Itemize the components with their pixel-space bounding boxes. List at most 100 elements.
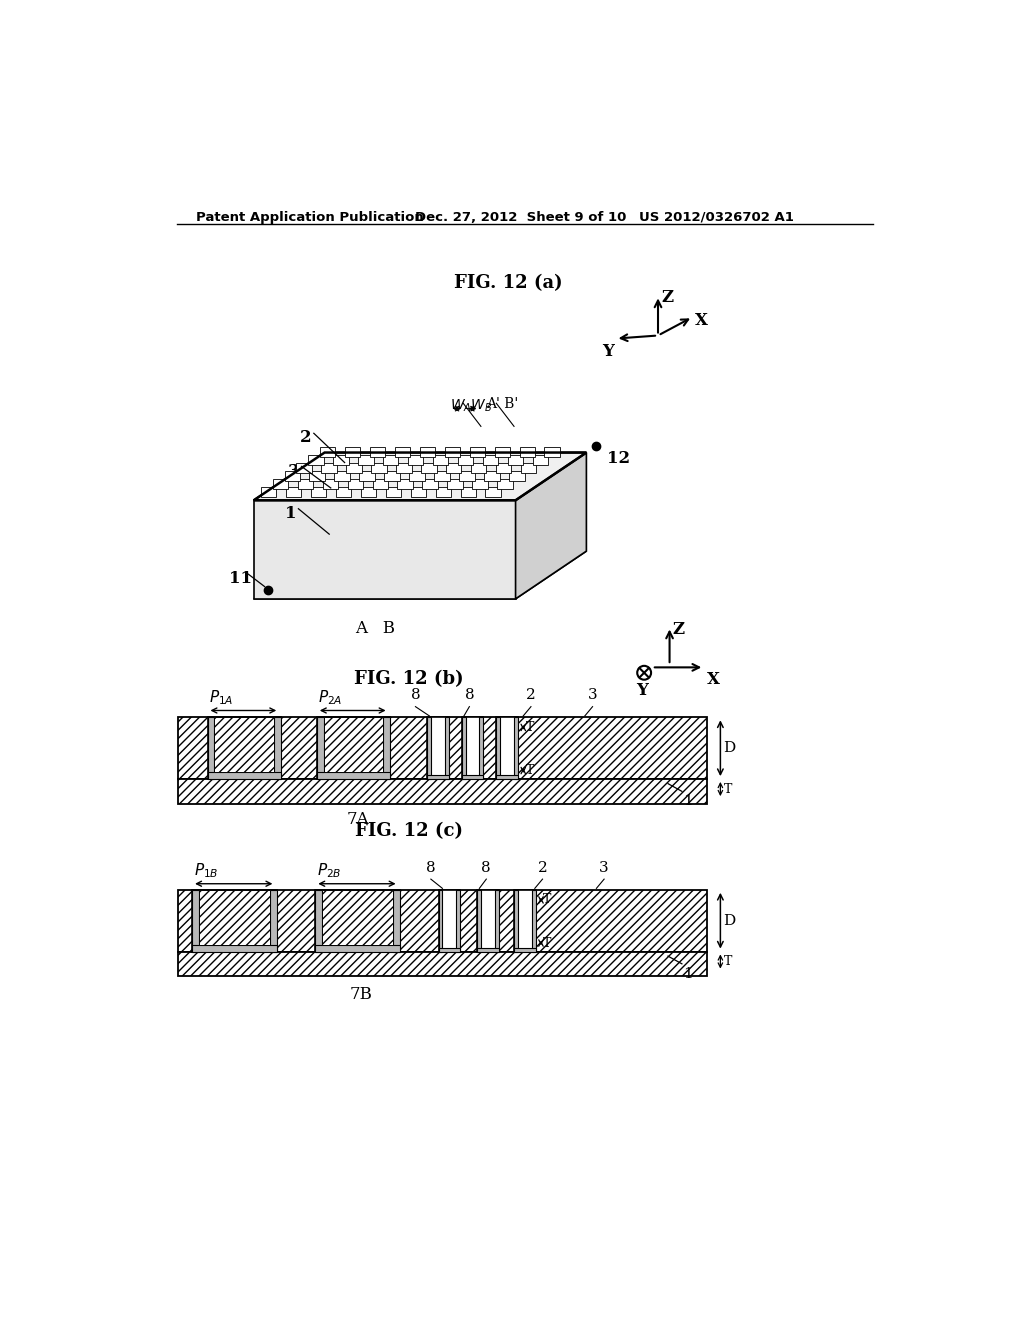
- Polygon shape: [261, 487, 276, 498]
- Polygon shape: [514, 948, 536, 952]
- Polygon shape: [477, 890, 499, 952]
- Polygon shape: [316, 772, 390, 779]
- Polygon shape: [514, 890, 518, 952]
- Polygon shape: [358, 455, 374, 466]
- Text: $P_{2A}$: $P_{2A}$: [318, 688, 343, 706]
- Text: 3: 3: [288, 462, 300, 479]
- Polygon shape: [514, 890, 536, 952]
- Polygon shape: [458, 455, 473, 466]
- Polygon shape: [497, 718, 500, 779]
- Polygon shape: [193, 890, 199, 952]
- Text: 11: 11: [229, 570, 252, 587]
- Polygon shape: [477, 890, 481, 952]
- Polygon shape: [408, 455, 423, 466]
- Polygon shape: [484, 471, 500, 482]
- Text: 2: 2: [526, 688, 536, 702]
- Text: T: T: [544, 936, 552, 949]
- Polygon shape: [319, 447, 336, 458]
- Polygon shape: [496, 463, 511, 474]
- Polygon shape: [459, 471, 475, 482]
- Polygon shape: [286, 487, 301, 498]
- Polygon shape: [360, 487, 376, 498]
- Polygon shape: [347, 479, 364, 490]
- Text: X: X: [707, 671, 720, 688]
- Polygon shape: [308, 455, 324, 466]
- Polygon shape: [479, 718, 483, 779]
- Polygon shape: [254, 500, 515, 599]
- Polygon shape: [514, 718, 518, 779]
- Text: 12: 12: [607, 450, 631, 467]
- Text: 3: 3: [588, 688, 597, 702]
- Polygon shape: [427, 718, 431, 779]
- Text: Z: Z: [662, 289, 674, 306]
- Polygon shape: [254, 453, 587, 500]
- Polygon shape: [395, 447, 411, 458]
- Polygon shape: [309, 471, 325, 482]
- Polygon shape: [396, 463, 412, 474]
- Polygon shape: [193, 890, 276, 952]
- Text: T: T: [724, 783, 732, 796]
- Text: 7A: 7A: [346, 812, 369, 829]
- Polygon shape: [444, 447, 460, 458]
- Polygon shape: [482, 455, 499, 466]
- Polygon shape: [315, 890, 400, 952]
- Polygon shape: [545, 447, 560, 458]
- Text: T: T: [525, 764, 534, 777]
- Polygon shape: [438, 890, 442, 952]
- Text: 8: 8: [426, 861, 435, 875]
- Polygon shape: [477, 948, 499, 952]
- Text: A' B': A' B': [486, 397, 518, 411]
- Polygon shape: [333, 455, 348, 466]
- Text: 8: 8: [481, 861, 492, 875]
- Text: 8: 8: [411, 688, 420, 702]
- Polygon shape: [471, 463, 486, 474]
- Polygon shape: [462, 775, 483, 779]
- Polygon shape: [434, 471, 450, 482]
- Text: X: X: [695, 313, 708, 330]
- Text: Patent Application Publication: Patent Application Publication: [196, 211, 424, 224]
- Polygon shape: [335, 471, 350, 482]
- Polygon shape: [371, 463, 387, 474]
- Polygon shape: [495, 447, 510, 458]
- Polygon shape: [462, 718, 483, 779]
- Text: $P_{2B}$: $P_{2B}$: [316, 861, 342, 880]
- Text: Y: Y: [602, 343, 614, 360]
- Polygon shape: [470, 447, 485, 458]
- Polygon shape: [270, 890, 276, 952]
- Polygon shape: [444, 718, 449, 779]
- Polygon shape: [427, 718, 449, 779]
- Polygon shape: [421, 463, 436, 474]
- Text: 7B: 7B: [350, 986, 373, 1003]
- Polygon shape: [457, 890, 460, 952]
- Text: 2: 2: [538, 861, 548, 875]
- Polygon shape: [410, 471, 425, 482]
- Polygon shape: [497, 718, 518, 779]
- Text: FIG. 12 (a): FIG. 12 (a): [454, 275, 562, 292]
- Polygon shape: [397, 479, 413, 490]
- Text: Z: Z: [673, 622, 685, 638]
- Text: T: T: [724, 954, 732, 968]
- Text: $P_{1B}$: $P_{1B}$: [194, 861, 218, 880]
- Polygon shape: [323, 890, 393, 945]
- Polygon shape: [438, 948, 460, 952]
- Text: US 2012/0326702 A1: US 2012/0326702 A1: [639, 211, 794, 224]
- Polygon shape: [373, 479, 388, 490]
- Polygon shape: [298, 479, 313, 490]
- Text: FIG. 12 (b): FIG. 12 (b): [354, 671, 464, 689]
- Polygon shape: [322, 463, 337, 474]
- Text: $P_{1A}$: $P_{1A}$: [209, 688, 233, 706]
- Polygon shape: [285, 471, 300, 482]
- Polygon shape: [532, 455, 548, 466]
- Polygon shape: [214, 718, 273, 772]
- Text: D: D: [724, 913, 735, 928]
- Polygon shape: [370, 447, 385, 458]
- Polygon shape: [433, 455, 449, 466]
- Polygon shape: [531, 890, 536, 952]
- Text: 1: 1: [683, 795, 693, 808]
- Polygon shape: [345, 447, 360, 458]
- Polygon shape: [393, 890, 400, 952]
- Polygon shape: [359, 471, 375, 482]
- Polygon shape: [485, 487, 501, 498]
- Polygon shape: [383, 455, 398, 466]
- Polygon shape: [178, 890, 707, 952]
